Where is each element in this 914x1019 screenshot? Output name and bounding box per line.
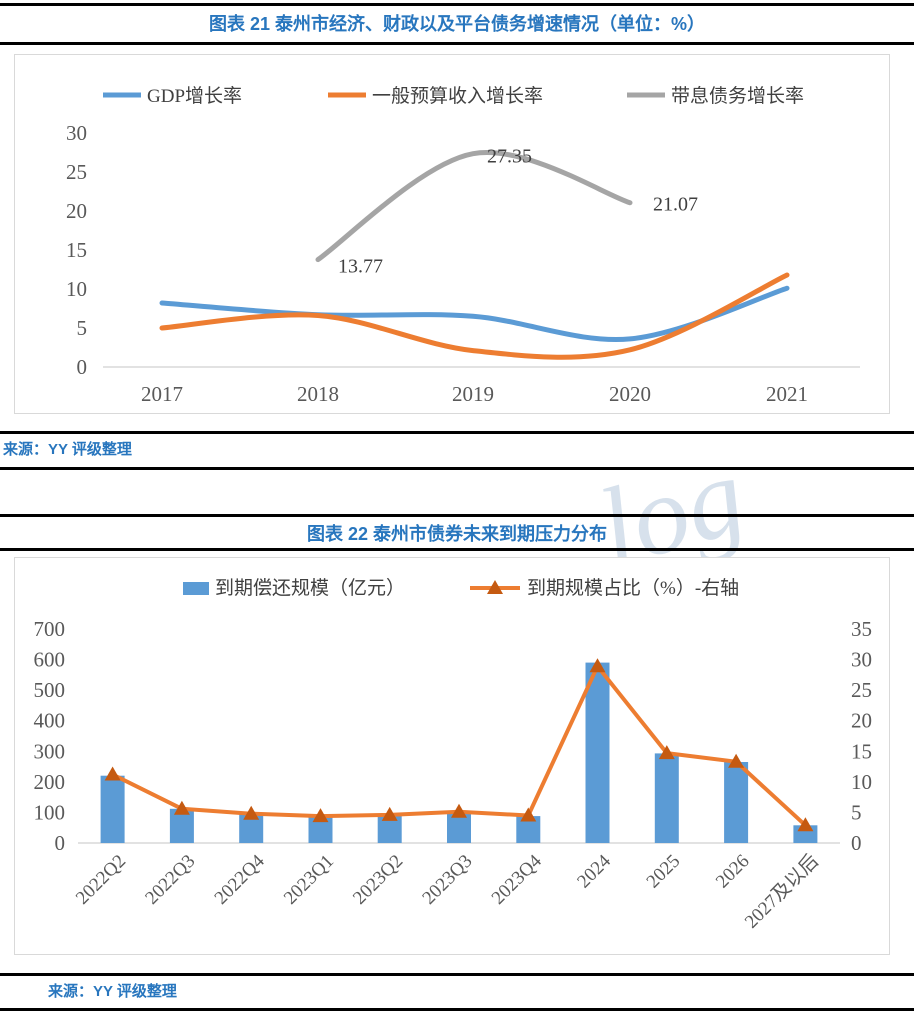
x-axis-tick-label: 2024 [573, 850, 615, 892]
data-label: 21.07 [653, 194, 698, 216]
data-label: 13.77 [338, 256, 383, 278]
line-series [315, 150, 633, 263]
divider-rule [0, 1008, 914, 1011]
x-axis-tick-label: 2019 [452, 382, 494, 406]
x-axis-tick-label: 2023Q1 [280, 851, 338, 909]
figure21-source: 来源：YY 评级整理 [3, 441, 132, 458]
x-axis-tick-label: 2017 [141, 382, 183, 406]
y-axis-tick-label: 15 [66, 238, 87, 262]
x-axis-tick-label: 2022Q3 [141, 851, 199, 909]
right-y-axis-tick-label: 5 [851, 800, 862, 824]
triangle-marker [243, 805, 260, 820]
right-y-axis-tick-label: 0 [851, 831, 862, 855]
left-y-axis-tick-label: 0 [55, 831, 66, 855]
right-y-axis-tick-label: 10 [851, 770, 872, 794]
x-axis-tick-label: 2022Q4 [211, 850, 269, 908]
y-axis-tick-label: 25 [66, 160, 87, 184]
x-axis-tick-label: 2023Q4 [488, 850, 546, 908]
left-y-axis-tick-label: 600 [34, 648, 66, 672]
line-series [159, 285, 790, 343]
figure21-line-chart: 0 5 10 15 20 25 30 2017 2018 2019 2020 2021 13.77 27.… [66, 85, 860, 406]
triangle-marker [520, 807, 537, 822]
x-axis-tick-label: 2027及以后 [740, 850, 823, 933]
x-axis-tick-label: 2021 [766, 382, 808, 406]
right-y-axis-tick-label: 35 [851, 617, 872, 641]
y-axis-tick-label: 0 [77, 355, 88, 379]
triangle-marker [312, 808, 329, 823]
x-axis-tick-label: 2026 [712, 851, 754, 893]
legend-bar-swatch [183, 582, 209, 595]
right-y-axis-tick-label: 25 [851, 678, 872, 702]
triangle-marker [381, 806, 398, 821]
right-y-axis-tick-label: 20 [851, 709, 872, 733]
right-y-axis-tick-label: 15 [851, 739, 872, 763]
triangle-marker [451, 803, 467, 818]
figure22-chart-box: 0 100 200 300 400 500 600 700 0 5 10 15 20 25 30 35 2022… [14, 557, 890, 955]
figure22-source: 来源：YY 评级整理 [48, 983, 177, 1000]
left-y-axis-tick-label: 400 [34, 709, 66, 733]
bar [100, 775, 125, 843]
left-y-axis-tick-label: 200 [34, 770, 66, 794]
triangle-marker [728, 753, 745, 768]
left-y-axis-tick-label: 300 [34, 739, 66, 763]
triangle-marker [104, 766, 121, 781]
bar [585, 662, 610, 843]
triangle-marker [487, 580, 503, 594]
data-label: 27.35 [487, 146, 532, 168]
x-axis-tick-label: 2025 [643, 851, 685, 893]
line-series [159, 272, 790, 360]
triangle-marker [589, 658, 606, 673]
y-axis-tick-label: 30 [66, 121, 87, 145]
left-y-axis-tick-label: 100 [34, 800, 66, 824]
right-y-axis-tick-label: 30 [851, 648, 872, 672]
x-axis-tick-label: 2023Q3 [418, 851, 476, 909]
left-y-axis-tick-label: 700 [34, 617, 66, 641]
y-axis-tick-label: 5 [77, 316, 88, 340]
legend-label: 一般预算收入增长率 [372, 85, 543, 107]
triangle-marker [658, 745, 675, 760]
legend-label: GDP增长率 [147, 85, 242, 107]
divider-rule [0, 42, 914, 45]
figure22-title: 图表 22 泰州市债券未来到期压力分布 [306, 524, 608, 544]
legend-label: 到期规模占比（%）-右轴 [527, 577, 739, 599]
figure22-combo-chart: 0100200300400500600700051015202530352022… [34, 577, 873, 933]
legend-label: 到期偿还规模（亿元） [215, 577, 405, 599]
divider-rule [0, 548, 914, 551]
bar [654, 753, 679, 843]
triangle-marker [797, 817, 814, 832]
divider-rule [0, 514, 914, 517]
figure21-chart-box: 0 5 10 15 20 25 30 2017 2018 2019 2020 2021 13.77 27.… [14, 54, 890, 414]
x-axis-tick-label: 2023Q2 [349, 851, 407, 909]
divider-rule [0, 973, 914, 976]
legend-label: 带息债务增长率 [671, 85, 804, 107]
divider-rule [0, 3, 914, 6]
figure21-title: 图表 21 泰州市经济、财政以及平台债务增速情况（单位：%） [208, 14, 706, 34]
y-axis-tick-label: 10 [66, 277, 87, 301]
x-axis-tick-label: 2018 [297, 382, 339, 406]
divider-rule [0, 431, 914, 434]
divider-rule [0, 467, 914, 470]
y-axis-tick-label: 20 [66, 199, 87, 223]
line-series [111, 664, 807, 827]
triangle-marker [173, 800, 190, 815]
x-axis-tick-label: 2020 [609, 382, 651, 406]
bar [724, 762, 749, 843]
left-y-axis-tick-label: 500 [34, 678, 66, 702]
x-axis-tick-label: 2022Q2 [72, 851, 130, 909]
